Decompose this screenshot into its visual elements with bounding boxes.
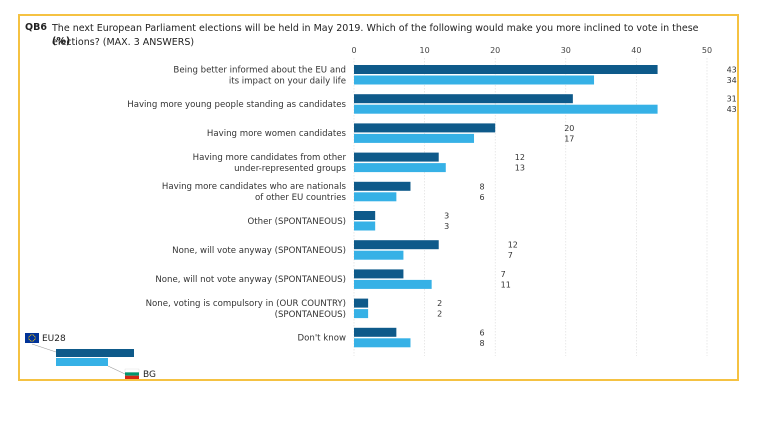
bar-eu28 bbox=[354, 123, 496, 133]
eu-flag-star bbox=[28, 337, 30, 339]
x-tick-label: 20 bbox=[490, 46, 500, 55]
legend-leader-eu28 bbox=[31, 343, 57, 353]
eu-flag-star bbox=[29, 334, 31, 336]
bar-bg bbox=[354, 133, 475, 143]
value-label-eu28: 6 bbox=[479, 328, 484, 337]
eu-flag-star bbox=[28, 335, 30, 337]
eu-flag-star bbox=[33, 334, 35, 336]
category-label: None, will vote anyway (SPONTANEOUS) bbox=[172, 246, 346, 256]
chart-frame bbox=[18, 14, 739, 381]
value-label-bg: 17 bbox=[564, 134, 574, 143]
legend-leader-bg bbox=[107, 365, 126, 375]
value-label-bg: 2 bbox=[437, 310, 442, 319]
category-label: Other (SPONTANEOUS) bbox=[248, 217, 347, 227]
eu-flag-star bbox=[31, 340, 33, 342]
legend-label-eu28: EU28 bbox=[42, 334, 66, 344]
eu-flag-star bbox=[29, 340, 31, 342]
question-text: The next European Parliament elections w… bbox=[52, 23, 699, 48]
value-label-bg: 7 bbox=[508, 251, 513, 260]
value-label-eu28: 43 bbox=[727, 66, 737, 75]
bar-eu28 bbox=[354, 269, 404, 279]
value-label-bg: 3 bbox=[444, 222, 449, 231]
category-label: None, will not vote anyway (SPONTANEOUS) bbox=[155, 275, 346, 285]
x-tick-label: 40 bbox=[631, 46, 641, 55]
legend-label-bg: BG bbox=[143, 370, 156, 380]
eu-flag-star bbox=[31, 334, 33, 336]
category-label: of other EU countries bbox=[255, 193, 347, 203]
eu-flag-star bbox=[28, 339, 30, 341]
bar-bg bbox=[354, 338, 411, 348]
eu-flag-star bbox=[33, 340, 35, 342]
bar-bg bbox=[354, 250, 404, 260]
eu-flag-star bbox=[34, 339, 36, 341]
bar-bg bbox=[354, 163, 446, 173]
x-tick-label: 50 bbox=[702, 46, 712, 55]
bar-bg bbox=[354, 309, 369, 319]
x-tick-label: 10 bbox=[420, 46, 430, 55]
value-label-eu28: 20 bbox=[564, 124, 574, 133]
value-label-eu28: 8 bbox=[479, 182, 484, 191]
bar-bg bbox=[354, 192, 397, 202]
category-label: Having more young people standing as can… bbox=[127, 100, 346, 110]
bar-bg bbox=[354, 75, 595, 85]
category-label: Having more candidates from other bbox=[193, 153, 347, 163]
eu-flag-star bbox=[34, 337, 36, 339]
category-label: its impact on your daily life bbox=[229, 76, 346, 86]
bar-eu28 bbox=[354, 327, 397, 337]
bar-eu28 bbox=[354, 240, 439, 250]
bar-bg bbox=[354, 104, 658, 114]
category-label: Being better informed about the EU and bbox=[173, 65, 346, 75]
x-tick-label: 30 bbox=[561, 46, 571, 55]
category-label: Having more women candidates bbox=[207, 129, 347, 139]
question-unit: (%) bbox=[52, 36, 71, 47]
eu-flag-star bbox=[34, 335, 36, 337]
value-label-bg: 34 bbox=[727, 76, 737, 85]
category-label: Don't know bbox=[298, 334, 347, 344]
bar-eu28 bbox=[354, 211, 376, 220]
value-label-bg: 43 bbox=[727, 105, 737, 114]
category-label: (SPONTANEOUS) bbox=[275, 310, 346, 320]
category-label: None, voting is compulsory in (OUR COUNT… bbox=[146, 299, 346, 309]
value-label-eu28: 31 bbox=[727, 95, 737, 104]
legend-swatch-eu28 bbox=[56, 349, 134, 357]
legend-swatch-bg bbox=[56, 358, 108, 366]
bar-eu28 bbox=[354, 298, 369, 308]
bar-bg bbox=[354, 221, 376, 231]
value-label-eu28: 3 bbox=[444, 212, 449, 221]
x-tick-label: 0 bbox=[351, 46, 356, 55]
bar-eu28 bbox=[354, 152, 439, 162]
value-label-bg: 8 bbox=[479, 339, 484, 348]
value-label-eu28: 12 bbox=[515, 153, 525, 162]
category-label: Having more candidates who are nationals bbox=[162, 182, 347, 192]
bg-flag-stripe-green bbox=[125, 372, 139, 376]
value-label-bg: 11 bbox=[501, 280, 511, 289]
value-label-eu28: 2 bbox=[437, 299, 442, 308]
question-code: QB6 bbox=[25, 22, 47, 33]
bg-flag-stripe-red bbox=[125, 375, 139, 379]
bg-flag-icon bbox=[124, 368, 140, 373]
bar-bg bbox=[354, 279, 432, 289]
category-label: under-represented groups bbox=[234, 164, 346, 174]
value-label-bg: 13 bbox=[515, 164, 525, 173]
value-label-eu28: 12 bbox=[508, 241, 518, 250]
eu-flag-icon bbox=[25, 333, 39, 343]
bar-eu28 bbox=[354, 94, 573, 104]
bar-eu28 bbox=[354, 181, 411, 191]
value-label-bg: 6 bbox=[479, 193, 484, 202]
bar-eu28 bbox=[354, 65, 658, 74]
value-label-eu28: 7 bbox=[501, 270, 506, 279]
